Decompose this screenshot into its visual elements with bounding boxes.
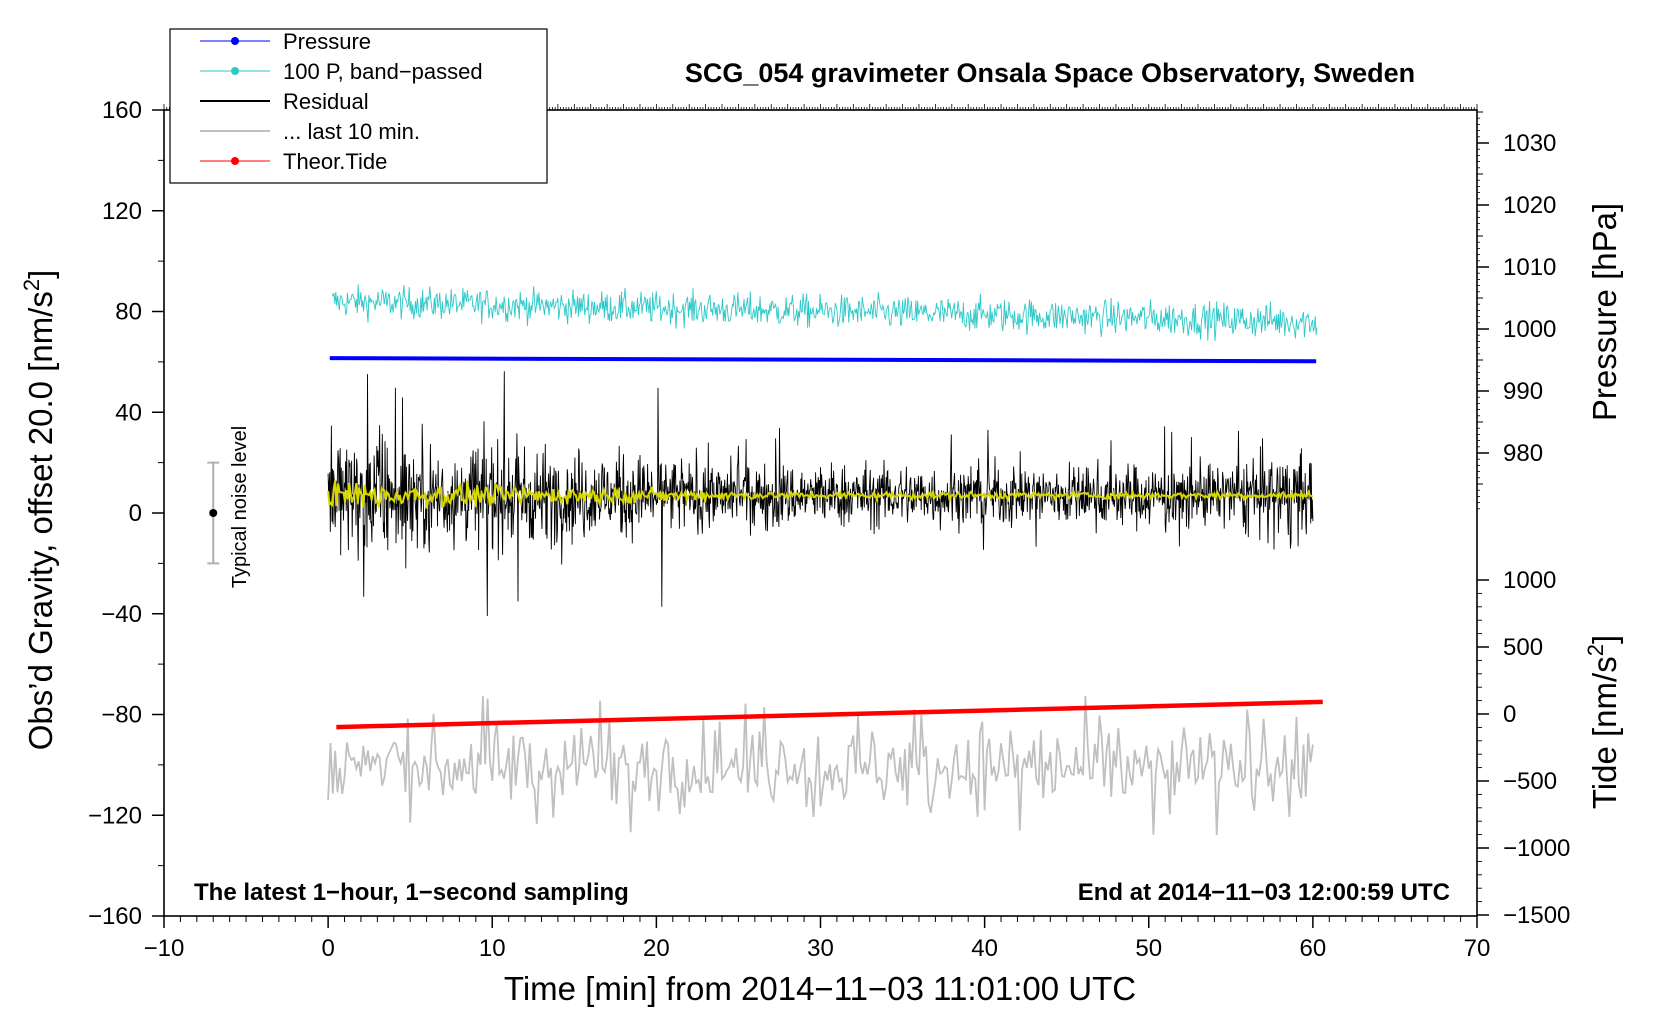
legend-label: 100 P, band−passed (283, 59, 483, 84)
x-tick-label: 40 (971, 935, 998, 962)
y-right-pressure-axis: 1030 1020 1010 1000 990 980 (1477, 111, 1556, 510)
x-tick-label: 50 (1135, 935, 1162, 962)
y-pressure-tick-label: 980 (1503, 440, 1543, 467)
y-left-axis: 160 120 80 40 0 −40 −80 −120 −160 (88, 97, 164, 930)
y-right-pressure-label: Pressure [hPa] (1586, 203, 1623, 421)
x-tick-label: −10 (144, 935, 185, 962)
legend-swatch-marker (231, 157, 239, 165)
y-left-tick-label: 160 (102, 97, 142, 124)
y-left-tick-label: −120 (88, 802, 142, 829)
y-left-tick-label: −160 (88, 903, 142, 930)
y-left-tick-label: −40 (101, 601, 142, 628)
x-tick-label: 60 (1300, 935, 1327, 962)
legend-label: Theor.Tide (283, 149, 387, 174)
series-band-passed-pressure-line (331, 284, 1318, 342)
series-theor-tide-line (336, 699, 1323, 730)
y-left-axis-label: Obs’d Gravity, offset 20.0 [nm/s2] (19, 270, 59, 751)
y-pressure-tick-label: 990 (1503, 378, 1543, 405)
series-residual-smoothed-line (327, 480, 1314, 510)
y-right-tide-axis: 1000 500 0 −500 −1000 −1500 (1477, 567, 1570, 929)
noise-bar-label: Typical noise level (229, 426, 251, 588)
y-pressure-tick-label: 1020 (1503, 192, 1556, 219)
x-tick-label: 0 (321, 935, 334, 962)
series-residual-line (327, 371, 1314, 617)
y-tide-tick-label: 0 (1503, 701, 1516, 728)
y-left-tick-label: 120 (102, 198, 142, 225)
x-tick-label: 30 (807, 935, 834, 962)
noise-level-bar: Typical noise level (207, 426, 251, 588)
y-pressure-tick-label: 1000 (1503, 316, 1556, 343)
series-layer (327, 284, 1323, 836)
x-tick-label: 20 (643, 935, 670, 962)
legend-swatch-marker (231, 67, 239, 75)
legend-box (169, 28, 548, 184)
legend-swatch-marker (231, 37, 239, 45)
legend-label: ... last 10 min. (283, 119, 420, 144)
y-tide-tick-label: −1000 (1503, 835, 1570, 862)
series-pressure-line (329, 356, 1317, 364)
x-axis: −10 0 10 20 30 40 50 60 70 (144, 916, 1491, 962)
legend: Pressure 100 P, band−passed Residual ... la… (169, 28, 548, 184)
y-pressure-tick-label: 1010 (1503, 254, 1556, 281)
x-tick-label: 10 (479, 935, 506, 962)
y-tide-tick-label: 1000 (1503, 567, 1556, 594)
legend-label: Pressure (283, 29, 371, 54)
y-left-tick-label: −80 (101, 702, 142, 729)
y-left-tick-label: 80 (115, 299, 142, 326)
y-tide-tick-label: −1500 (1503, 902, 1570, 929)
y-left-tick-label: 0 (129, 500, 142, 527)
legend-label: Residual (283, 89, 369, 114)
footer-right-note: End at 2014−11−03 12:00:59 UTC (1078, 879, 1450, 906)
y-right-tide-label: Tide [nm/s2] (1583, 635, 1623, 809)
x-tick-label: 70 (1464, 935, 1491, 962)
y-pressure-tick-label: 1030 (1503, 130, 1556, 157)
y-tide-tick-label: 500 (1503, 634, 1543, 661)
noise-bar-center-dot (209, 509, 218, 517)
footer-left-note: The latest 1−hour, 1−second sampling (194, 879, 629, 906)
series-last-10-min-line (327, 695, 1314, 836)
y-tide-tick-label: −500 (1503, 768, 1557, 795)
y-left-tick-label: 40 (115, 399, 142, 426)
chart-title: SCG_054 gravimeter Onsala Space Observat… (685, 58, 1415, 88)
x-axis-label: Time [min] from 2014−11−03 11:01:00 UTC (504, 970, 1136, 1007)
